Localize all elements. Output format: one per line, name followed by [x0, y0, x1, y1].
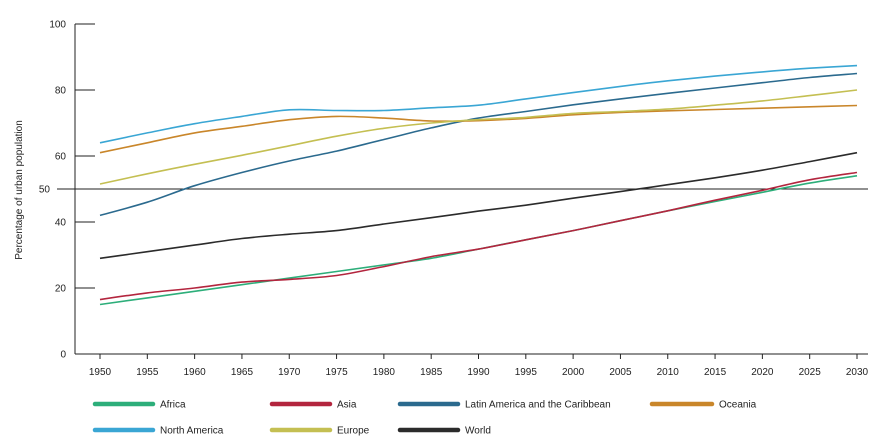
legend-label-europe: Europe — [337, 426, 370, 437]
x-tick-label: 2020 — [751, 367, 774, 378]
x-tick-label: 1990 — [467, 367, 490, 378]
y-tick-label: 60 — [55, 152, 67, 163]
x-tick-label: 1980 — [373, 367, 396, 378]
series-lines — [99, 64, 858, 306]
y-tick-label: 20 — [55, 284, 67, 295]
y-tick-label: 50 — [39, 185, 51, 196]
series-line-world — [99, 151, 858, 260]
y-tick-label: 100 — [49, 20, 66, 31]
x-tick-label: 1970 — [278, 367, 301, 378]
legend-label-oceania: Oceania — [719, 400, 757, 411]
y-tick-label: 0 — [60, 350, 66, 361]
x-tick-label: 2005 — [609, 367, 632, 378]
x-tick-label: 2015 — [704, 367, 727, 378]
legend: Africa Asia Latin America and the Caribbea… — [92, 400, 757, 437]
y-axis: 0 20 40 50 60 80 100 — [39, 20, 95, 361]
legend-label-africa: Africa — [160, 400, 186, 411]
x-tick-label: 1950 — [89, 367, 112, 378]
y-tick-label: 80 — [55, 86, 67, 97]
x-tick-label: 2030 — [846, 367, 869, 378]
x-axis: 1950 1955 1960 1965 1970 1975 1980 1985 1990 1995… — [75, 353, 869, 378]
x-tick-label: 1985 — [420, 367, 443, 378]
x-tick-label: 2025 — [799, 367, 822, 378]
x-tick-label: 1975 — [325, 367, 348, 378]
x-tick-label: 2010 — [657, 367, 680, 378]
y-tick-label: 40 — [55, 218, 67, 229]
x-tick-label: 1960 — [184, 367, 207, 378]
x-tick-label: 1965 — [231, 367, 254, 378]
series-line-asia — [99, 171, 858, 301]
series-line-latin-america-and-the-caribbean — [99, 72, 858, 217]
legend-label-asia: Asia — [337, 400, 357, 411]
series-line-europe — [99, 89, 858, 185]
y-axis-label: Percentage of urban population — [14, 120, 25, 260]
series-line-oceania — [99, 104, 858, 154]
x-tick-label: 1995 — [515, 367, 538, 378]
x-tick-label: 2000 — [562, 367, 585, 378]
x-tick-label: 1955 — [136, 367, 159, 378]
legend-label-latin-america-and-the-caribbean: Latin America and the Caribbean — [465, 400, 611, 411]
series-line-north-america — [99, 64, 858, 144]
legend-label-north-america: North America — [160, 426, 224, 437]
legend-label-world: World — [465, 426, 491, 437]
